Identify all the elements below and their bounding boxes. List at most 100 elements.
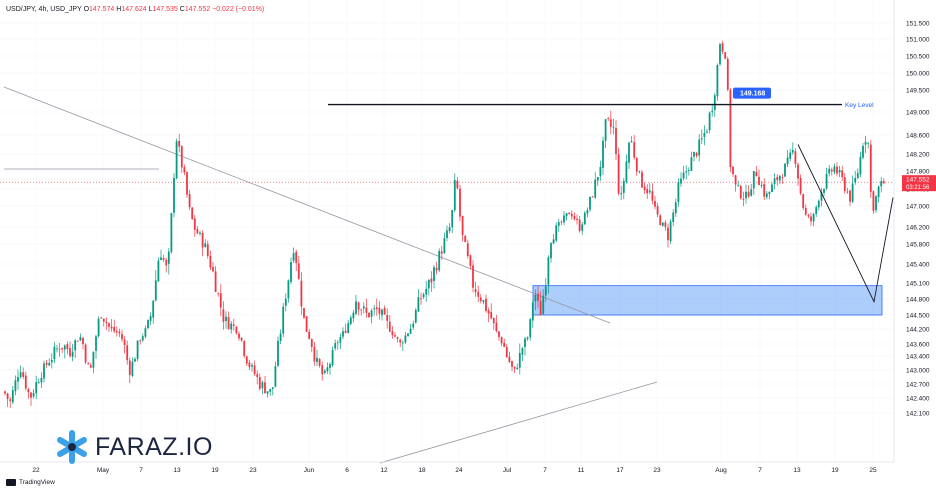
- candle-body: [251, 365, 253, 367]
- y-tick-label: 151.000: [906, 37, 930, 44]
- candle-body: [6, 393, 9, 399]
- y-tick-label: 143.000: [906, 368, 930, 375]
- candle-body: [737, 185, 740, 186]
- candle-body: [344, 330, 347, 333]
- candle-body: [191, 207, 194, 220]
- candle-body: [27, 389, 30, 393]
- candle-body: [178, 140, 181, 147]
- candle-body: [300, 280, 303, 307]
- candle-body: [659, 215, 662, 226]
- candle-body: [22, 372, 25, 377]
- open-value: 147.574: [89, 6, 115, 13]
- candle-body: [802, 194, 805, 208]
- candle-body: [472, 265, 474, 288]
- candle-body: [550, 243, 552, 259]
- y-tick-label: 142.100: [906, 411, 930, 418]
- candle-body: [778, 175, 781, 181]
- close-value: 147.552: [184, 6, 211, 13]
- y-tick-label: 142.400: [906, 396, 930, 403]
- candle-body: [48, 362, 51, 366]
- demand-zone[interactable]: [532, 285, 883, 316]
- candle-body: [706, 131, 708, 133]
- candle-body: [123, 339, 126, 346]
- candle-body: [594, 179, 597, 198]
- candle-body: [214, 271, 217, 292]
- candle-body: [524, 338, 526, 348]
- candle-body: [625, 161, 628, 182]
- candle-body: [141, 336, 144, 341]
- candle-body: [193, 218, 196, 230]
- candle-body: [427, 280, 430, 289]
- x-tick-label: 23: [653, 467, 661, 474]
- candle-body: [186, 172, 188, 195]
- candle-body: [321, 365, 324, 375]
- candle-body: [477, 291, 480, 297]
- candle-body: [672, 212, 675, 222]
- descending-trendline[interactable]: [3, 86, 611, 324]
- candle-body: [134, 358, 136, 362]
- candle-body: [812, 213, 815, 222]
- candle-body: [232, 324, 235, 327]
- candle-body: [266, 391, 269, 394]
- candle-body: [375, 307, 378, 310]
- candle-body: [708, 112, 711, 131]
- candle-body: [667, 227, 669, 240]
- candle-body: [284, 298, 287, 306]
- footer: TradingView: [6, 479, 55, 486]
- symbol-label: USD/JPY, 4h, USD_JPY: [6, 6, 82, 13]
- candle-body: [596, 176, 599, 181]
- candle-body: [646, 188, 649, 194]
- candle-body: [703, 132, 706, 137]
- ascending-trendline[interactable]: [379, 381, 658, 464]
- candle-body: [755, 171, 758, 177]
- y-tick-label: 150.500: [906, 54, 930, 61]
- candle-body: [856, 173, 859, 178]
- candles: [4, 40, 885, 408]
- candle-body: [63, 345, 66, 350]
- candle-body: [825, 173, 828, 189]
- change-value: −0.022 (−0.01%): [212, 6, 265, 13]
- candle-body: [222, 309, 225, 322]
- candle-body: [95, 336, 97, 351]
- candle-body: [4, 391, 6, 394]
- candle-body: [568, 212, 571, 215]
- candle-body: [612, 126, 615, 128]
- candle-body: [485, 298, 487, 311]
- candle-body: [492, 317, 495, 324]
- candle-body: [391, 331, 394, 336]
- x-tick-label: 6: [345, 467, 349, 474]
- candle-body: [230, 323, 233, 330]
- key-level-badge-text: 149.168: [740, 91, 765, 98]
- candle-body: [412, 323, 415, 328]
- candle-body: [511, 361, 513, 367]
- candle-body: [648, 190, 651, 193]
- candle-body: [466, 243, 469, 257]
- candle-body: [570, 213, 573, 217]
- candle-body: [557, 222, 560, 226]
- candle-body: [810, 216, 812, 222]
- candle-body: [37, 382, 40, 384]
- candle-body: [339, 336, 342, 343]
- candle-body: [609, 119, 612, 127]
- candle-body: [336, 342, 339, 344]
- price-axis: 151.500 151.000 150.500 150.000 149.500 149.0…: [893, 0, 930, 462]
- candle-body: [417, 297, 420, 312]
- candle-body: [82, 337, 84, 345]
- candle-body: [50, 359, 53, 363]
- candle-body: [664, 222, 667, 227]
- candle-body: [274, 366, 277, 387]
- candle-body: [542, 295, 545, 314]
- y-tick-label: 151.500: [906, 21, 930, 28]
- candle-body: [851, 183, 854, 202]
- candle-body: [474, 289, 477, 293]
- candle-body: [323, 370, 326, 374]
- candle-body: [771, 184, 773, 193]
- faraz-logo-icon: [57, 430, 87, 464]
- candle-body: [674, 202, 677, 214]
- candle-body: [45, 362, 48, 365]
- candle-body: [295, 251, 298, 264]
- y-tick-label: 145.800: [906, 242, 930, 249]
- candle-body: [108, 323, 110, 327]
- projection-path[interactable]: [797, 144, 894, 304]
